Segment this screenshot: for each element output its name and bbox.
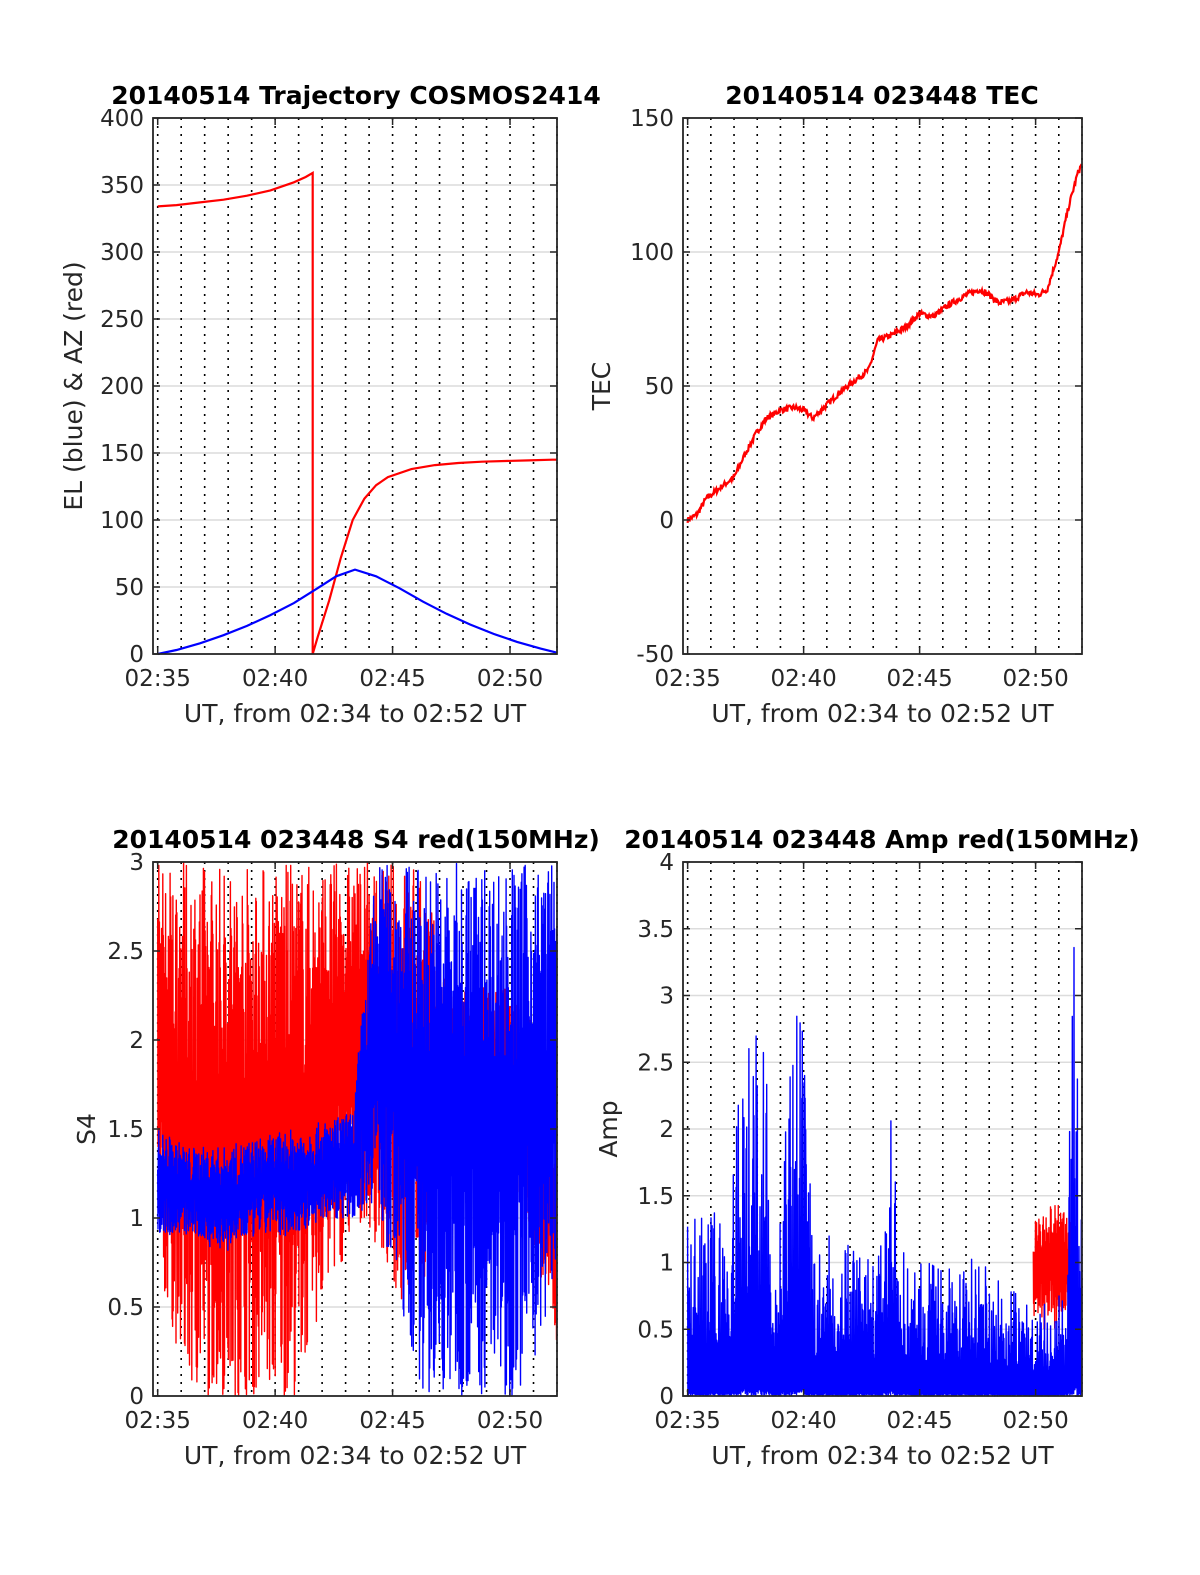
x-tick-label: 02:50 — [477, 666, 543, 692]
chart-title: 20140514 023448 S4 red(150MHz) — [112, 825, 600, 854]
y-tick-label: 2.5 — [107, 939, 144, 965]
x-tick-label: 02:40 — [770, 1408, 836, 1434]
y-tick-label: 3.5 — [637, 917, 674, 943]
series-line-red — [157, 170, 557, 655]
chart-trajectory: 0 50 100 150 200 250 300 350 400 02:35 02:40 02:45 0… — [59, 81, 601, 728]
x-tick-label: 02:45 — [359, 666, 425, 692]
y-tick-label: 1.5 — [637, 1184, 674, 1210]
x-tick-label: 02:45 — [886, 1408, 952, 1434]
chart-s4: 0 0.5 1 1.5 2 2.5 3 02:35 02:40 02:45 02:50 2014051… — [72, 825, 600, 1470]
y-axis-label: TEC — [587, 362, 616, 412]
x-axis-label: UT, from 02:34 to 02:52 UT — [711, 1441, 1054, 1470]
x-tick-label: 02:45 — [359, 1408, 425, 1434]
y-tick-label: 1 — [659, 1251, 674, 1277]
chart-title: 20140514 023448 TEC — [725, 81, 1038, 110]
y-tick-label: 150 — [100, 441, 144, 467]
y-tick-label: 250 — [100, 307, 144, 333]
y-tick-label: 1 — [129, 1206, 144, 1232]
y-tick-label: 100 — [630, 240, 674, 266]
y-axis-label: Amp — [594, 1100, 623, 1157]
x-tick-label: 02:40 — [770, 666, 836, 692]
y-tick-label: 3 — [129, 850, 144, 876]
y-tick-label: 150 — [630, 106, 674, 132]
chart-amp: 0 0.5 1 1.5 2 2.5 3 3.5 4 02:35 02:40 02:45 02:50 201… — [594, 825, 1140, 1470]
y-axis-label: EL (blue) & AZ (red) — [59, 261, 88, 510]
series-trace-blue — [686, 946, 1083, 1397]
x-axis-label: UT, from 02:34 to 02:52 UT — [711, 699, 1054, 728]
y-tick-label: 100 — [100, 508, 144, 534]
x-tick-label: 02:40 — [242, 1408, 308, 1434]
y-tick-label: 2.5 — [637, 1050, 674, 1076]
y-tick-label: 0 — [129, 1384, 144, 1410]
series-line-blue — [157, 568, 558, 656]
y-tick-label: -50 — [636, 642, 674, 668]
y-tick-label: 0 — [129, 642, 144, 668]
y-tick-label: 50 — [115, 575, 144, 601]
chart-title: 20140514 Trajectory COSMOS2414 — [111, 81, 601, 110]
x-tick-label: 02:35 — [654, 666, 720, 692]
x-tick-label: 02:45 — [886, 666, 952, 692]
y-tick-label: 0 — [659, 1384, 674, 1410]
y-tick-label: 0.5 — [107, 1295, 144, 1321]
y-tick-label: 1.5 — [107, 1117, 144, 1143]
series-line-red — [686, 163, 1083, 524]
x-axis-label: UT, from 02:34 to 02:52 UT — [184, 1441, 527, 1470]
y-tick-label: 400 — [100, 106, 144, 132]
y-tick-label: 2 — [129, 1028, 144, 1054]
y-tick-label: 0.5 — [637, 1317, 674, 1343]
series-trace-red — [1032, 1204, 1076, 1330]
x-tick-label: 02:35 — [125, 666, 191, 692]
x-tick-label: 02:50 — [1002, 666, 1068, 692]
x-tick-label: 02:35 — [654, 1408, 720, 1434]
x-axis-label: UT, from 02:34 to 02:52 UT — [184, 699, 527, 728]
x-tick-label: 02:50 — [477, 1408, 543, 1434]
series-trace-blue — [157, 862, 558, 1397]
x-tick-label: 02:40 — [242, 666, 308, 692]
y-tick-label: 0 — [659, 508, 674, 534]
y-tick-label: 3 — [659, 984, 674, 1010]
y-tick-label: 200 — [100, 374, 144, 400]
y-tick-label: 4 — [659, 850, 674, 876]
x-tick-label: 02:50 — [1002, 1408, 1068, 1434]
y-tick-label: 350 — [100, 173, 144, 199]
chart-title: 20140514 023448 Amp red(150MHz) — [624, 825, 1140, 854]
x-tick-label: 02:35 — [125, 1408, 191, 1434]
y-tick-label: 2 — [659, 1117, 674, 1143]
y-tick-label: 300 — [100, 240, 144, 266]
chart-tec: -50 0 50 100 150 02:35 02:40 02:45 02:50 20140514… — [587, 81, 1083, 728]
y-axis-label: S4 — [72, 1113, 101, 1145]
y-tick-label: 50 — [645, 374, 674, 400]
